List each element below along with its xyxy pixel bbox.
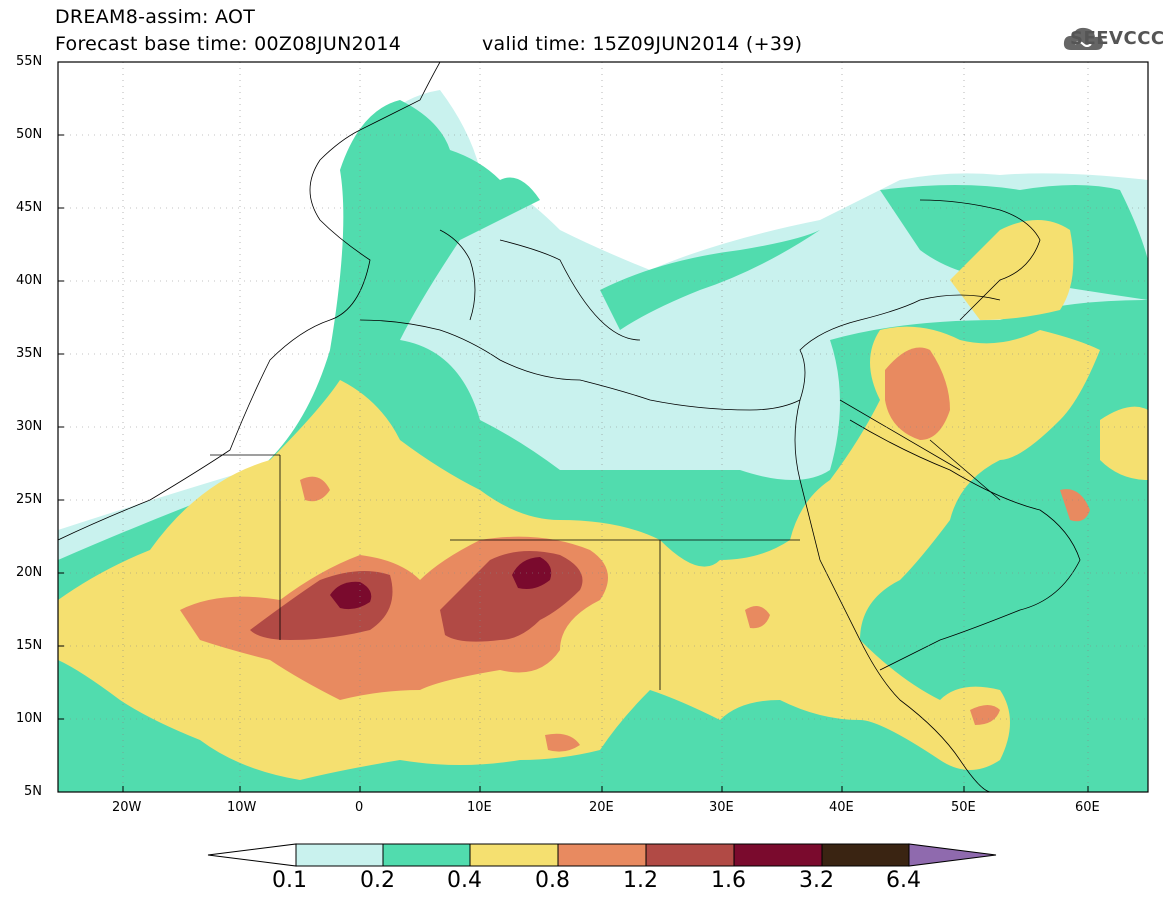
map-title: DREAM8-assim: AOT (55, 6, 256, 28)
lat-label: 10N (16, 711, 43, 726)
colorbar-label: 1.2 (623, 868, 658, 893)
colorbar-cell (733, 843, 823, 867)
lon-label: 40E (829, 800, 854, 815)
valid-time: valid time: 15Z09JUN2014 (+39) (482, 33, 803, 55)
colorbar-cell (821, 843, 910, 867)
lat-label: 25N (16, 492, 43, 507)
country-borders (58, 62, 1081, 792)
lat-label: 5N (24, 784, 42, 799)
aot-fields (58, 90, 1148, 792)
lon-label: 10E (467, 800, 492, 815)
colorbar-label: 0.8 (535, 868, 570, 893)
lon-label: 30E (709, 800, 734, 815)
lat-label: 15N (16, 638, 43, 653)
colorbar-cell (469, 843, 559, 867)
lon-label: 60E (1075, 800, 1100, 815)
lat-label: 55N (16, 54, 43, 69)
colorbar-cell-above (908, 843, 997, 867)
lon-label: 0 (355, 800, 364, 815)
colorbar-label: 0.2 (360, 868, 395, 893)
colorbar-label: 1.6 (711, 868, 746, 893)
lon-label: 50E (951, 800, 976, 815)
colorbar-cell-below (207, 843, 297, 867)
colorbar-cell (295, 843, 384, 867)
colorbar-label: 6.4 (886, 868, 921, 893)
lat-label: 35N (16, 346, 43, 361)
aot-level-1-6 (330, 557, 552, 610)
lon-label: 20W (112, 800, 142, 815)
lon-label: 20E (589, 800, 614, 815)
lat-label: 20N (16, 565, 43, 580)
colorbar-cell (645, 843, 735, 867)
colorbar (207, 843, 997, 867)
colorbar-cell (382, 843, 471, 867)
lat-label: 30N (16, 419, 43, 434)
forecast-base-time: Forecast base time: 00Z08JUN2014 (55, 33, 402, 55)
cloud-icon (1063, 27, 1103, 50)
lat-label: 40N (16, 273, 43, 288)
axis-ticks (58, 134, 1089, 792)
lat-label: 50N (16, 127, 43, 142)
colorbar-label: 0.4 (447, 868, 482, 893)
colorbar-cell (557, 843, 647, 867)
lon-label: 10W (227, 800, 257, 815)
colorbar-label: 0.1 (272, 868, 307, 893)
seevccc-logo: SEEVCCC (1070, 28, 1165, 49)
colorbar-label: 3.2 (799, 868, 834, 893)
lat-label: 45N (16, 200, 43, 215)
